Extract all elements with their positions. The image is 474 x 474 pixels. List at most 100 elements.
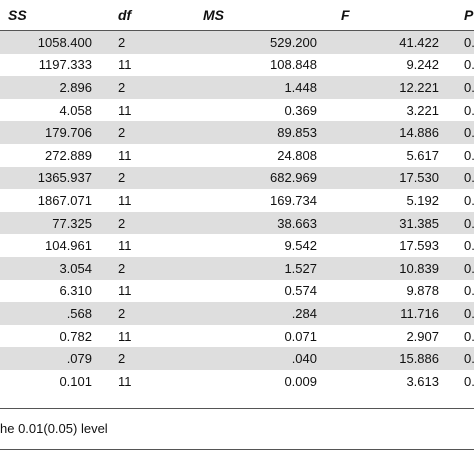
table-row: 3.054 2 1.527 10.839 0. — [0, 256, 474, 280]
table-row: 0.782 11 0.071 2.907 0. — [0, 325, 474, 348]
ms-cell: 682.969 — [203, 166, 333, 190]
p-cell: 0. — [459, 166, 474, 190]
df-cell: 2 — [108, 256, 203, 280]
df-cell: 2 — [108, 302, 203, 325]
df-cell: 2 — [108, 347, 203, 370]
table-row: 2.896 2 1.448 12.221 0. — [0, 76, 474, 99]
p-cell: 0. — [459, 347, 474, 370]
p-cell: 0. — [459, 30, 474, 54]
df-cell: 2 — [108, 30, 203, 54]
p-cell: 0. — [459, 121, 474, 144]
p-cell: 0. — [464, 238, 474, 254]
p-cell: 0. — [464, 57, 474, 73]
ms-cell: 169.734 — [270, 192, 317, 208]
table-row: .079 2.040 15.886 0. — [0, 347, 474, 370]
header-p: P — [459, 0, 474, 31]
f-cell: 3.221 — [406, 102, 439, 118]
table-row: 1197.333 11 108.848 9.242 0. — [0, 54, 474, 77]
df-cell: 2 — [108, 76, 203, 99]
p-cell: 0. — [464, 147, 474, 163]
ms-cell: 89.853 — [203, 121, 333, 144]
p-cell: 0. — [464, 283, 474, 299]
header-df: df — [108, 0, 203, 31]
f-cell: 2.907 — [406, 328, 439, 344]
ms-cell: .040 — [203, 347, 333, 370]
ss-cell: .079 — [0, 347, 108, 370]
ss-cell: 77.325 — [0, 211, 108, 235]
ms-cell: 0.009 — [284, 373, 317, 389]
table-row: 1867.071 11 169.734 5.192 0. — [0, 189, 474, 212]
header-ms: MS — [203, 0, 333, 31]
ss-cell: 1867.071 — [37, 192, 92, 208]
p-cell: 0. — [459, 256, 474, 280]
df-cell: 11 — [118, 373, 132, 389]
ss-cell: 104.961 — [45, 238, 92, 254]
p-cell: 0. — [459, 76, 474, 99]
p-cell: 0. — [464, 328, 474, 344]
table-row: 1058.400 2 529.200 41.422 0. — [0, 30, 474, 54]
df-cell: 11 — [118, 192, 132, 208]
ms-cell: 1.448 — [203, 76, 333, 99]
ms-cell: 0.369 — [284, 102, 317, 118]
p-cell: 0. — [464, 102, 474, 118]
ms-cell: 0.071 — [284, 328, 317, 344]
table-row: 0.101 11 0.009 3.613 0. — [0, 370, 474, 393]
f-cell: 5.192 — [406, 192, 439, 208]
table-row: 104.961 11 9.542 17.593 0. — [0, 234, 474, 257]
f-cell: 14.886 — [333, 121, 459, 144]
ms-cell: .284 — [203, 302, 333, 325]
df-cell: 11 — [118, 57, 132, 73]
ss-cell: .568 — [0, 302, 108, 325]
f-cell: 9.242 — [406, 57, 439, 73]
table-row: 4.058 11 0.369 3.221 0. — [0, 99, 474, 122]
f-cell: 5.617 — [406, 147, 439, 163]
header-f: F — [333, 0, 459, 31]
f-cell: 9.878 — [406, 283, 439, 299]
ss-cell: 0.782 — [59, 328, 92, 344]
df-cell: 11 — [118, 328, 132, 344]
p-cell: 0. — [464, 373, 474, 389]
table-row: 272.889 11 24.808 5.617 0. — [0, 144, 474, 167]
f-cell: 15.886 — [333, 347, 459, 370]
table-footnote: he 0.01(0.05) level — [0, 408, 474, 450]
df-cell: 11 — [118, 147, 132, 163]
p-cell: 0. — [459, 302, 474, 325]
ms-cell: 38.663 — [203, 211, 333, 235]
f-cell: 10.839 — [333, 256, 459, 280]
f-cell: 17.593 — [399, 238, 439, 254]
ms-cell: 0.574 — [284, 283, 317, 299]
ss-cell: 1058.400 — [0, 30, 108, 54]
f-cell: 31.385 — [333, 211, 459, 235]
header-ss: SS — [0, 0, 108, 31]
ss-cell: 1197.333 — [38, 57, 92, 73]
p-cell: 0. — [464, 192, 474, 208]
f-cell: 3.613 — [406, 373, 439, 389]
anova-table: SS df MS F P 1058.400 2 529.200 41.422 0. 119… — [0, 0, 474, 393]
ms-cell: 108.848 — [270, 57, 317, 73]
ms-cell: 1.527 — [203, 256, 333, 280]
ms-cell: 24.808 — [277, 147, 317, 163]
df-cell: 2 — [108, 121, 203, 144]
ss-cell: 6.310 — [59, 283, 92, 299]
ss-cell: 3.054 — [0, 256, 108, 280]
ss-cell: 179.706 — [0, 121, 108, 144]
ss-cell: 4.058 — [59, 102, 92, 118]
ss-cell: 272.889 — [45, 147, 92, 163]
ss-cell: 0.101 — [59, 373, 92, 389]
table-row: 6.310 11 0.574 9.878 0. — [0, 280, 474, 303]
ms-cell: 9.542 — [284, 238, 317, 254]
f-cell: 12.221 — [333, 76, 459, 99]
table-row: 1365.937 2 682.969 17.530 0. — [0, 166, 474, 190]
df-cell: 2 — [108, 166, 203, 190]
table-row: 77.325 2 38.663 31.385 0. — [0, 211, 474, 235]
df-cell: 11 — [118, 238, 132, 254]
table-body: 1058.400 2 529.200 41.422 0. 1197.333 11 108.84… — [0, 30, 474, 393]
p-cell: 0. — [459, 211, 474, 235]
f-cell: 41.422 — [333, 30, 459, 54]
ms-cell: 529.200 — [203, 30, 333, 54]
table-row: 179.706 2 89.853 14.886 0. — [0, 121, 474, 144]
f-cell: 17.530 — [333, 166, 459, 190]
table-row: .568 2.284 11.716 0. — [0, 302, 474, 325]
f-cell: 11.716 — [333, 302, 459, 325]
df-cell: 11 — [118, 102, 132, 118]
